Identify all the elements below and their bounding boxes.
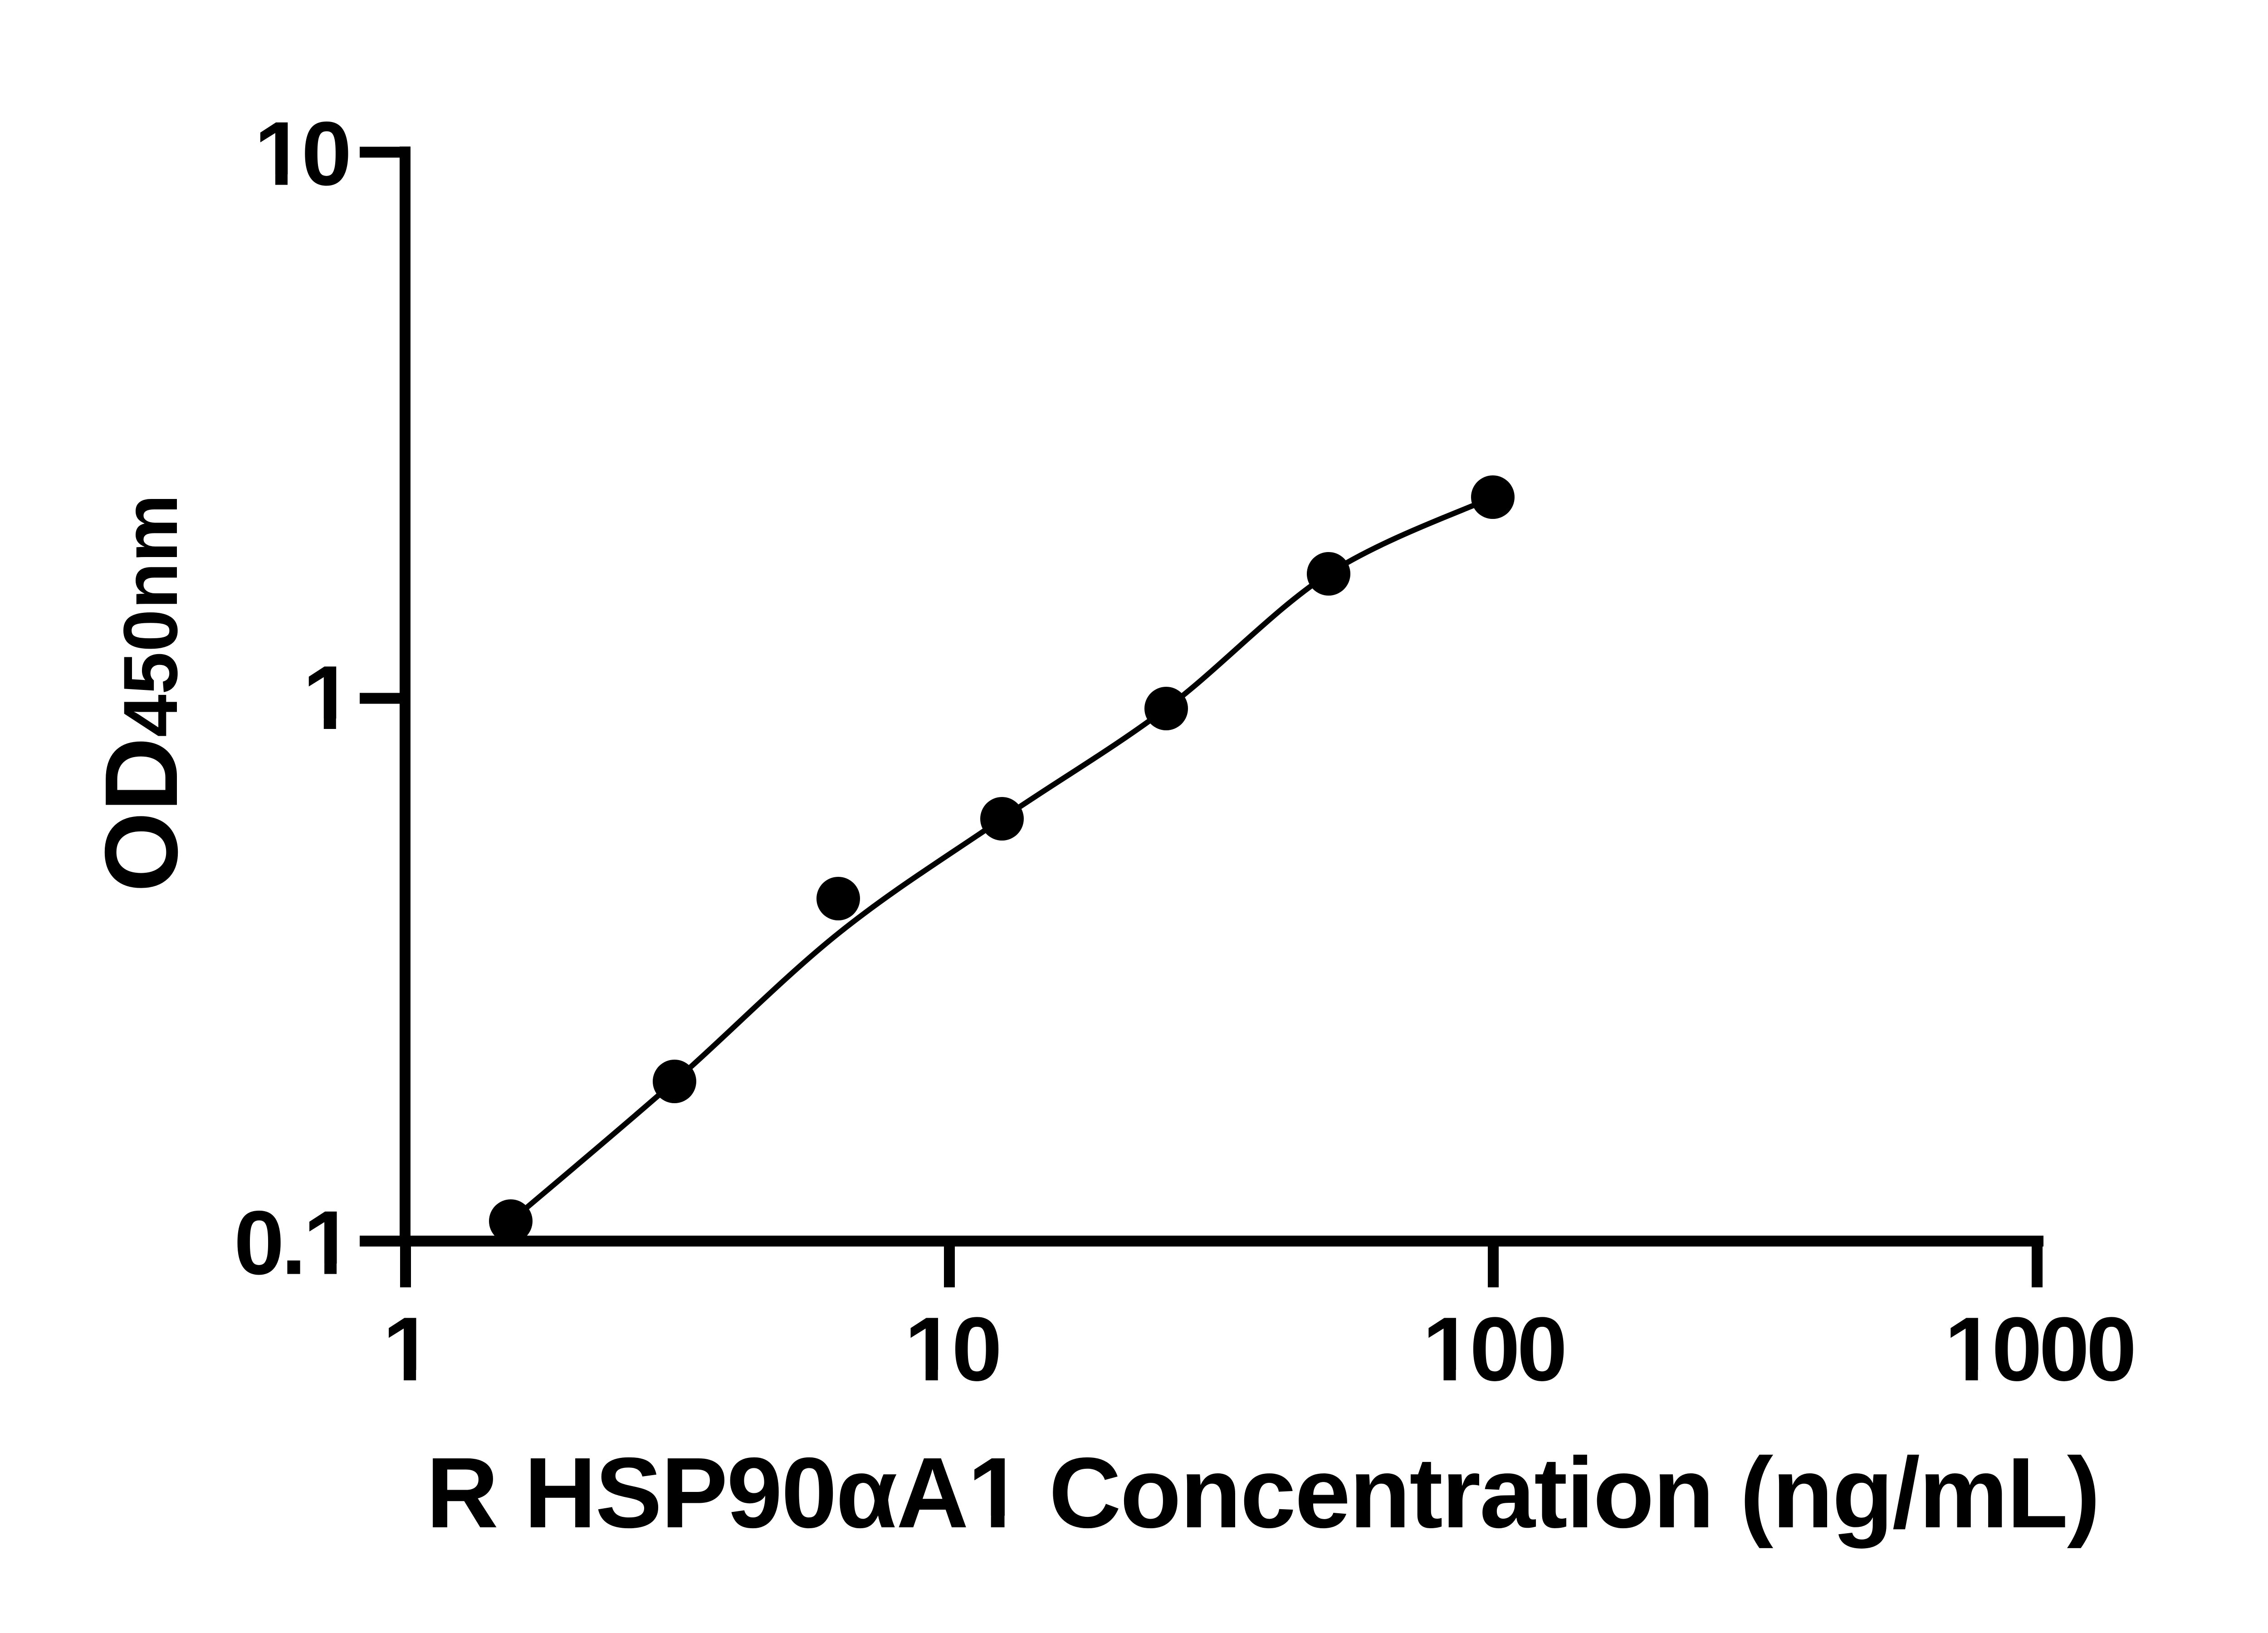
svg-text:1000: 1000 — [1945, 1299, 2134, 1400]
svg-text:1: 1 — [303, 647, 351, 748]
svg-text:OD450nm: OD450nm — [84, 494, 199, 892]
svg-text:10: 10 — [904, 1299, 999, 1400]
svg-text:10: 10 — [254, 103, 348, 205]
svg-text:0.1: 0.1 — [234, 1193, 352, 1294]
svg-text:100: 100 — [1422, 1299, 1564, 1400]
svg-text:R HSP90αA1 Concentration (ng/m: R HSP90αA1 Concentration (ng/mL) — [426, 1437, 2099, 1549]
svg-text:1: 1 — [382, 1299, 430, 1400]
